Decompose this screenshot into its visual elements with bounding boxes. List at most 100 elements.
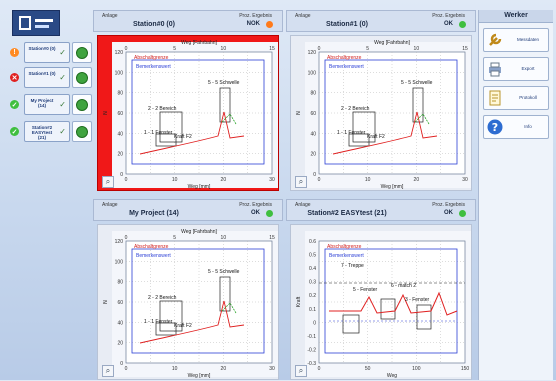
evaluation-window [219,276,231,312]
top-tick-label: 10 [221,46,227,52]
anlage-label: Anlage [102,202,118,208]
x-tick-label: 30 [269,177,275,183]
x-tick-label: 100 [412,366,421,372]
status-led-icon [459,21,466,28]
station-button-3[interactable]: Station#2 EASYtest (21) ✓ [24,121,70,142]
x-tick-label: 20 [221,366,227,372]
y-axis-label: Kraft [296,296,302,307]
x-tick-label: 30 [462,177,468,183]
station-button-2[interactable]: My Project (14) ✓ [24,94,70,115]
result-value: NOK [246,21,260,27]
y-tick-label: 100 [115,259,124,265]
y-tick-label: 0 [120,172,123,178]
y-tick-label: 80 [117,91,123,97]
evaluation-window [159,111,183,143]
shutdown-limit-label: Abschaltgrenze [134,244,169,250]
shutdown-limit-label: Abschaltgrenze [134,55,169,61]
zoom-icon[interactable]: ⌕ [295,365,307,377]
report-button[interactable]: Protokoll [483,86,549,110]
anlage-label: Anlage [295,13,311,19]
printer-icon [487,61,503,77]
evaluation-window [219,87,231,123]
evaluation-window [380,298,396,320]
y-tick-label: 60 [117,111,123,117]
window-label: 1 - 1 Fenster [337,130,366,136]
info-button[interactable]: ? Info [483,115,549,139]
measurements-button[interactable]: Messdaten [483,28,549,52]
go-button-2[interactable] [72,94,92,115]
window-label: 2 - 2 Bereich [341,106,370,112]
anlage-label: Anlage [102,13,118,19]
go-button-3[interactable] [72,121,92,142]
y-tick-label: 80 [310,91,316,97]
check-icon: ✓ [59,73,66,82]
station-title: Station#2 EASYtest (21) [307,210,387,217]
top-tick-label: 10 [414,46,420,52]
go-button-1[interactable] [72,67,92,88]
process-result-label: Proz. Ergebnis [239,13,272,19]
top-tick-label: 15 [462,46,468,52]
window-label: 2 - 2 Bereich [148,106,177,112]
window-label: 5 - 5 Schwelle [208,80,240,86]
y-tick-label: -0.1 [307,334,316,340]
warning-icon: ! [10,48,19,57]
logo-bar [35,19,53,22]
zoom-icon[interactable]: ⌕ [102,365,114,377]
evaluation-window [159,300,183,332]
window-label: Kraft F2 [367,134,385,140]
panel-header: Anlage My Project (14) Proz. Ergebnis OK [93,199,283,221]
y-axis-label: N [296,111,302,115]
evaluation-window [412,87,424,123]
station-label: Station#1 (0) [28,71,56,76]
window-label: 2 - 2 Bereich [148,295,177,301]
go-icon [76,98,88,111]
evaluation-window [416,304,432,330]
top-tick-label: 10 [221,235,227,241]
station-title: My Project (14) [129,210,179,217]
station-row-3: ✓ Station#2 EASYtest (21) ✓ [10,121,92,143]
export-button[interactable]: Export [483,57,549,81]
help-icon: ? [487,119,503,135]
y-tick-label: -0.2 [307,347,316,353]
shutdown-limit-label: Abschaltgrenze [327,244,362,250]
y-tick-label: 100 [115,70,124,76]
go-icon [76,46,88,59]
x-tick-label: 0 [318,177,321,183]
station-button-0[interactable]: Station#0 (0) ✓ [24,42,70,63]
station-title: Station#1 (0) [325,21,368,28]
go-button-0[interactable] [72,42,92,63]
process-result-label: Proz. Ergebnis [239,202,272,208]
station-row-1: ✕ Station#1 (0) ✓ [10,67,92,89]
window-label: 1 - 1 Fenster [144,130,173,136]
station-button-1[interactable]: Station#1 (0) ✓ [24,67,70,88]
zoom-icon[interactable]: ⌕ [295,176,307,188]
noteworthy-label: Bemerkenswert [329,64,364,70]
force-path-chart: 120 100 80 60 40 20 0 0 10 20 30 0 5 10 15 Weg [Fahrbah… [97,35,279,191]
wrench-icon [487,32,503,48]
y-tick-label: 60 [310,111,316,117]
station-title: Station#0 (0) [132,21,175,28]
zoom-icon[interactable]: ⌕ [102,176,114,188]
envelope-curve [221,302,237,314]
x-tick-label: 10 [172,177,178,183]
logo-bar-2 [35,25,49,28]
y-tick-label: 0.4 [309,266,316,272]
panel-station-2: Anlage My Project (14) Proz. Ergebnis OK 120… [93,199,283,381]
x-tick-label: 20 [221,177,227,183]
evaluation-window [348,133,370,147]
window-label: 7 - Treppe [341,263,364,269]
y-tick-label: 120 [115,239,124,245]
worker-title: Werker [479,10,553,23]
y-axis-label: N [103,111,109,115]
station-row-2: ✓ My Project (14) ✓ [10,94,92,116]
x-axis-label: Weg [387,373,397,379]
force-path-chart: 0.6 0.5 0.4 0.3 0.2 0.1 0 -0.1 -0.2 -0.3 0 50 100 150… [290,224,472,380]
x-axis-label: Weg [mm] [188,373,211,379]
panel-station-3: Anlage Station#2 EASYtest (21) Proz. Ergeb… [286,199,476,381]
station-label: Station#2 EASYtest (21) [31,125,53,140]
measurements-label: Messdaten [516,37,539,42]
status-led-icon [266,21,273,28]
y-tick-label: 20 [117,152,123,158]
